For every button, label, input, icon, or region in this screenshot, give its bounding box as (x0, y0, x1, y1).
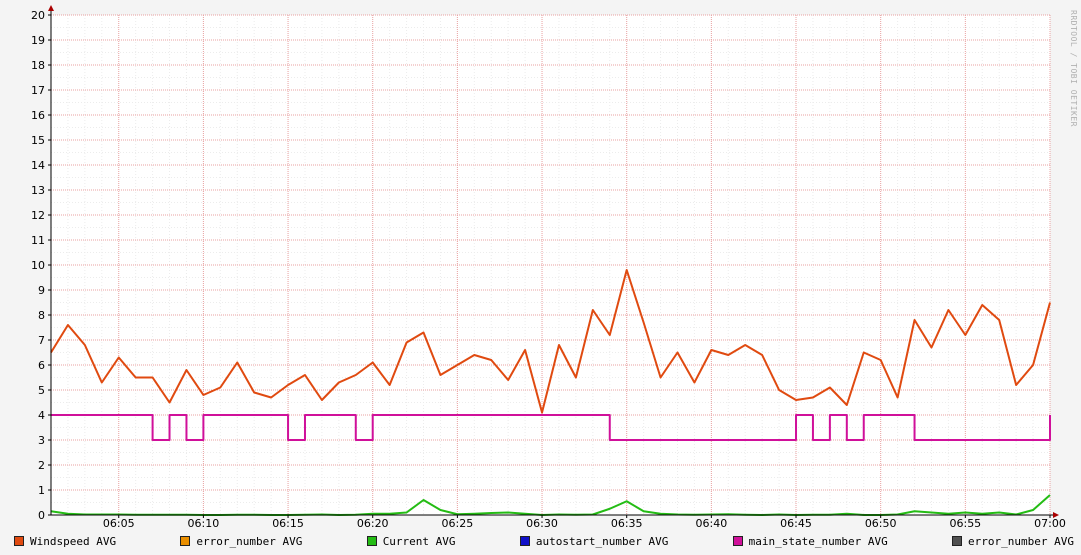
legend-label: error_number AVG (968, 534, 1074, 548)
y-tick-label: 6 (38, 359, 45, 372)
legend-item: error_number AVG (952, 533, 1074, 549)
x-tick-label: 06:50 (865, 517, 897, 530)
series-line-0 (50, 269, 1051, 414)
legend-swatch (519, 536, 530, 546)
y-tick-label: 5 (38, 384, 45, 397)
y-tick-label: 19 (31, 34, 45, 47)
y-tick-label: 4 (38, 409, 45, 422)
y-tick-label: 11 (31, 234, 45, 247)
x-tick-label: 06:45 (780, 517, 812, 530)
y-tick-label: 14 (31, 159, 45, 172)
y-tick-label: 2 (38, 459, 45, 472)
legend-item: Windspeed AVG (14, 533, 116, 549)
x-tick-label: 06:40 (696, 517, 728, 530)
legend-label: error_number AVG (196, 534, 303, 548)
y-tick-label: 9 (38, 284, 45, 297)
legend-label: autostart_number AVG (535, 534, 669, 548)
y-tick-label: 1 (38, 484, 45, 497)
watermark: RRDTOOL / TOBI OETIKER (1069, 10, 1078, 127)
y-tick-label: 8 (38, 309, 45, 322)
legend-swatch (14, 536, 24, 546)
y-tick-label: 20 (31, 9, 45, 22)
legend-label: Windspeed AVG (30, 534, 117, 548)
x-tick-label: 06:35 (611, 517, 643, 530)
y-tick-label: 12 (31, 209, 45, 222)
legend-swatch (366, 536, 377, 546)
y-tick-label: 18 (31, 59, 45, 72)
legend-swatch (180, 536, 191, 546)
legend-swatch (732, 536, 743, 546)
legend-label: Current AVG (382, 534, 456, 548)
legend-item: Current AVG (366, 533, 456, 549)
legend-label: main_state_number AVG (748, 534, 888, 548)
axes (48, 5, 1059, 518)
y-tick-label: 3 (38, 434, 45, 447)
legend-swatch (952, 536, 963, 546)
x-tick-label: 07:00 (1034, 517, 1066, 530)
legend-item: error_number AVG (180, 533, 302, 549)
y-tick-label: 0 (38, 509, 45, 522)
y-tick-label: 16 (31, 109, 45, 122)
legend-item: autostart_number AVG (519, 533, 669, 549)
y-tick-label: 10 (31, 259, 45, 272)
y-tick-label: 7 (38, 334, 45, 347)
x-tick-label: 06:15 (272, 517, 304, 530)
y-tick-label: 17 (31, 84, 45, 97)
y-tick-label: 15 (31, 134, 45, 147)
x-tick-label: 06:05 (103, 517, 135, 530)
series-line-4 (51, 414, 1051, 441)
x-tick-label: 06:55 (949, 517, 981, 530)
y-tick-label: 13 (31, 184, 45, 197)
x-tick-label: 06:20 (357, 517, 389, 530)
x-tick-label: 06:30 (526, 517, 558, 530)
x-tick-label: 06:10 (188, 517, 220, 530)
x-tick-label: 06:25 (442, 517, 474, 530)
x-axis-arrow (1053, 512, 1059, 518)
legend-item: main_state_number AVG (732, 533, 888, 549)
x-tick-labels: 06:05 06:10 06:15 06:20 06:25 06:30 06:35 06:40… (103, 517, 1066, 530)
legend: Windspeed AVG error_number AVG Current AVG… (14, 533, 1074, 549)
y-axis-arrow (48, 5, 54, 11)
